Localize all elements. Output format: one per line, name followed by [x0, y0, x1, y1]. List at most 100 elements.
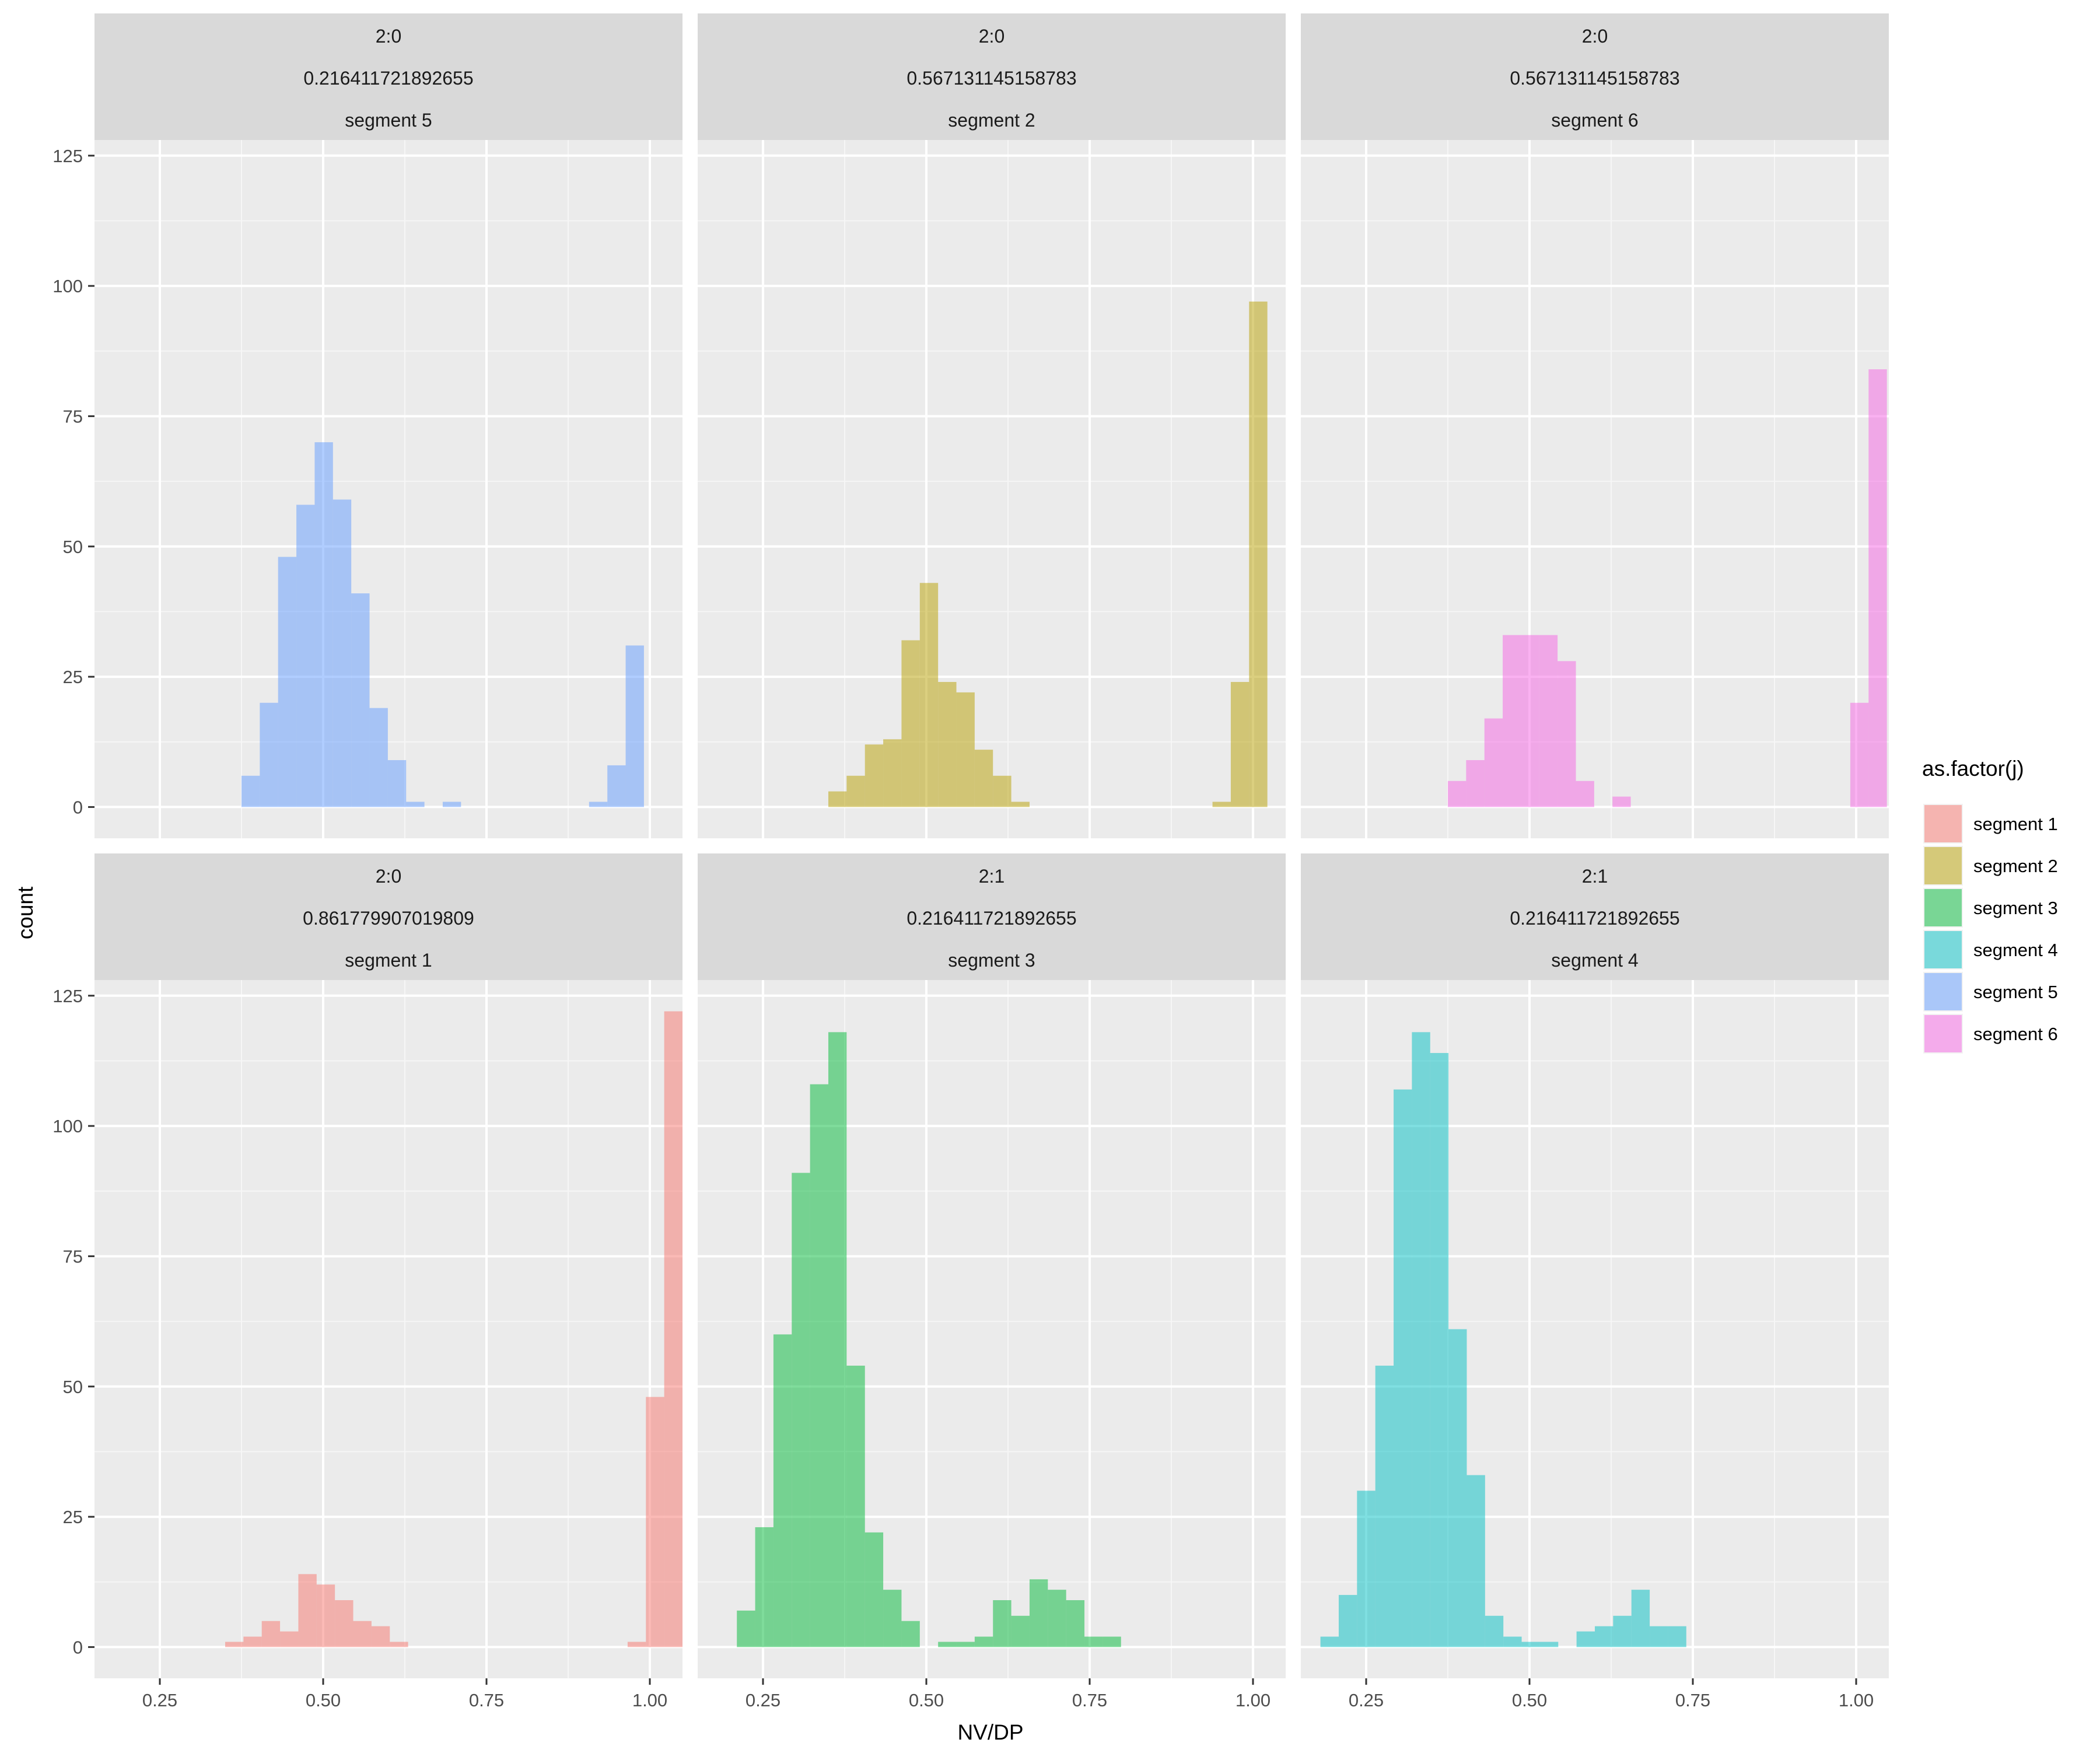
- facet-strip-label: segment 5: [345, 110, 432, 131]
- histogram-bar: [1084, 1636, 1103, 1647]
- histogram-bar: [901, 1621, 920, 1647]
- legend-title: as.factor(j): [1922, 757, 2024, 781]
- histogram-bar: [280, 1631, 299, 1647]
- facet-strip-label: 0.216411721892655: [1510, 908, 1679, 929]
- facet-strip: [94, 13, 682, 140]
- legend-key-swatch: [1924, 847, 1962, 884]
- histogram-bar: [607, 765, 626, 807]
- histogram-bar: [1576, 781, 1594, 807]
- histogram-bar: [406, 802, 425, 807]
- histogram-bar: [919, 583, 939, 807]
- x-tick-label: 0.50: [909, 1690, 944, 1710]
- histogram-bar: [1668, 1626, 1686, 1647]
- legend-key-swatch: [1924, 973, 1962, 1010]
- y-axis-title: count: [13, 886, 37, 939]
- histogram-bar: [314, 442, 333, 807]
- facet-strip: [698, 13, 1286, 140]
- histogram-bar: [1448, 1329, 1467, 1647]
- histogram-bar: [1338, 1595, 1357, 1647]
- y-tick-label: 25: [63, 667, 83, 687]
- x-tick-label: 0.25: [746, 1690, 780, 1710]
- legend-item-label: segment 3: [1973, 898, 2058, 918]
- facet-strip-label: 2:0: [979, 26, 1005, 47]
- histogram-bar: [864, 744, 884, 807]
- legend-item-label: segment 2: [1973, 856, 2058, 876]
- histogram-bar: [296, 505, 315, 807]
- x-tick-label: 1.00: [632, 1690, 667, 1710]
- histogram-bar: [316, 1584, 335, 1647]
- x-tick-label: 0.50: [306, 1690, 341, 1710]
- histogram-bar: [298, 1574, 317, 1647]
- facet-strip-label: segment 2: [948, 110, 1035, 131]
- histogram-bar: [828, 1032, 847, 1647]
- histogram-bar: [974, 750, 993, 807]
- histogram-bar: [1412, 1032, 1430, 1647]
- facet-panel: 2:0 0.567131145158783 segment 2: [698, 13, 1286, 838]
- panel-background: [698, 140, 1286, 838]
- facet-strip-label: 2:1: [1582, 866, 1608, 887]
- histogram-bar: [956, 1642, 975, 1647]
- histogram-bar: [625, 645, 644, 807]
- legend: as.factor(j) segment 1 segment 2 segment 3…: [1922, 757, 2058, 1054]
- histogram-bar: [1539, 635, 1558, 807]
- histogram-bar: [883, 1590, 902, 1647]
- y-tick-label: 125: [52, 986, 83, 1006]
- histogram-bar: [1485, 1615, 1504, 1647]
- y-tick-label: 25: [63, 1507, 83, 1527]
- histogram-bar: [260, 702, 278, 807]
- y-tick-label: 100: [52, 276, 83, 296]
- histogram-bar: [901, 640, 920, 807]
- histogram-bar: [1430, 1053, 1449, 1647]
- facet-panel: 2:1 0.216411721892655 segment 4 0.25 0.50 0.7…: [1301, 853, 1889, 1710]
- histogram-bar: [1595, 1626, 1614, 1647]
- histogram-bar: [589, 802, 608, 807]
- histogram-bar: [1394, 1089, 1412, 1647]
- histogram-bar: [1631, 1590, 1650, 1647]
- y-tick-label: 75: [63, 406, 83, 426]
- histogram-bar: [1357, 1490, 1376, 1647]
- histogram-bar: [278, 557, 297, 807]
- histogram-bar: [353, 1621, 372, 1647]
- histogram-bar: [846, 775, 865, 807]
- histogram-bar: [993, 1600, 1012, 1647]
- histogram-bar: [956, 692, 975, 807]
- x-tick-label: 0.25: [142, 1690, 177, 1710]
- histogram-bar: [1320, 1636, 1339, 1647]
- y-tick-label: 125: [52, 146, 83, 166]
- x-tick-label: 0.75: [469, 1690, 504, 1710]
- histogram-bar: [351, 593, 370, 807]
- histogram-bar: [1868, 369, 1887, 807]
- histogram-bar: [1484, 718, 1503, 807]
- histogram-bar: [261, 1621, 281, 1647]
- y-tick-label: 50: [63, 537, 83, 557]
- facet-strip-label: 0.567131145158783: [907, 68, 1076, 89]
- facet-strip-label: segment 1: [345, 950, 432, 971]
- histogram-bar: [242, 775, 260, 807]
- facet-panel: 2:0 0.567131145158783 segment 6: [1301, 13, 1889, 838]
- histogram-bar: [646, 1397, 664, 1647]
- y-tick-label: 0: [73, 1637, 83, 1657]
- histogram-bar: [243, 1636, 262, 1647]
- histogram-bar: [1249, 301, 1268, 807]
- histogram-bar: [974, 1636, 993, 1647]
- y-tick-label: 50: [63, 1377, 83, 1397]
- facet-panel: 2:0 0.861779907019809 segment 1 0 25 50 75 100 1…: [52, 853, 682, 1710]
- facet-strip: [698, 853, 1286, 980]
- legend-key-swatch: [1924, 1015, 1962, 1052]
- legend-item-label: segment 5: [1973, 982, 2058, 1002]
- legend-key-swatch: [1924, 889, 1962, 926]
- histogram-bar: [773, 1334, 792, 1647]
- histogram-bar: [810, 1084, 828, 1647]
- histogram-bar: [1011, 802, 1030, 807]
- histogram-bar: [369, 708, 388, 807]
- histogram-bar: [1466, 1475, 1485, 1647]
- histogram-bar: [1212, 802, 1231, 807]
- facet-strip-label: segment 3: [948, 950, 1035, 971]
- panel-background: [94, 980, 682, 1678]
- histogram-bar: [1576, 1631, 1595, 1647]
- histogram-bar: [1558, 661, 1576, 807]
- histogram-bar: [442, 802, 461, 807]
- legend-item-label: segment 6: [1973, 1024, 2058, 1044]
